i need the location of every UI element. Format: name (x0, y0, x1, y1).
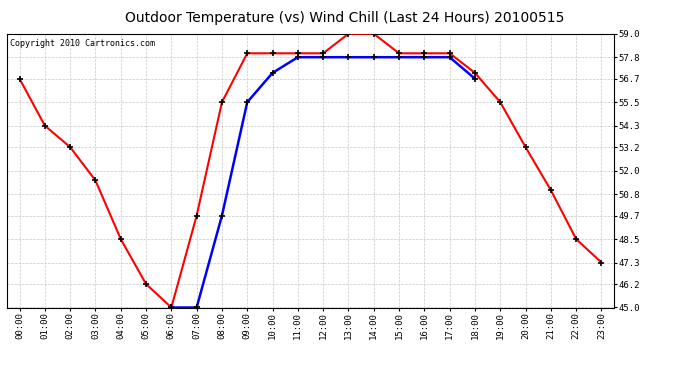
Text: Copyright 2010 Cartronics.com: Copyright 2010 Cartronics.com (10, 39, 155, 48)
Text: Outdoor Temperature (vs) Wind Chill (Last 24 Hours) 20100515: Outdoor Temperature (vs) Wind Chill (Las… (126, 11, 564, 25)
